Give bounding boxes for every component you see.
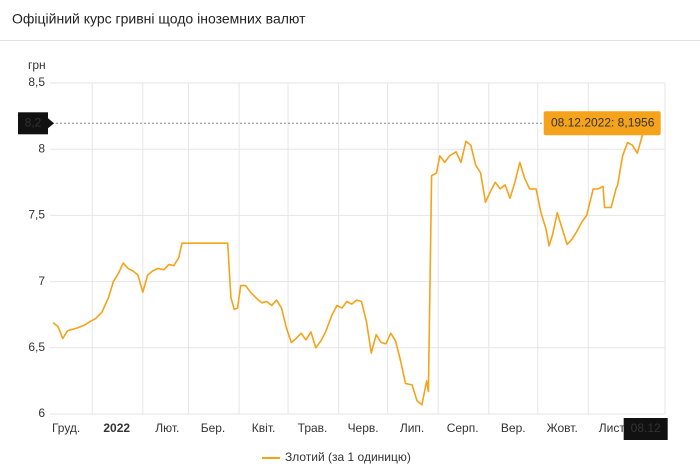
x-tick-label: Вер.	[501, 421, 526, 435]
y-tick-label: 6,5	[28, 340, 45, 354]
crosshair-y-box	[18, 112, 48, 135]
x-tick-label: Квіт.	[252, 421, 276, 435]
crosshair-y-arrow	[48, 118, 54, 129]
x-tick-label: Жовт.	[547, 421, 578, 435]
y-tick-label: 7,5	[28, 208, 45, 222]
crosshair-x-box	[623, 418, 668, 440]
x-tick-label: Трав.	[298, 421, 328, 435]
crosshair-x-label: 08.12	[631, 421, 661, 435]
header	[0, 0, 700, 40]
y-tick-label: 8	[38, 141, 45, 155]
x-tick-label: Лют.	[155, 421, 179, 435]
x-tick-label: Серп.	[447, 421, 479, 435]
x-tick-label: Бер.	[201, 421, 226, 435]
series-line	[52, 122, 650, 406]
y-tick-label: 6	[38, 406, 45, 420]
tooltip-box	[543, 111, 661, 136]
crosshair-y-label: 8,2	[25, 115, 42, 129]
x-tick-label: 2022	[103, 421, 130, 435]
x-tick-label: Лип.	[400, 421, 424, 435]
x-tick-label: Лист.	[599, 421, 627, 435]
x-tick-label: Черв.	[348, 421, 379, 435]
y-axis-label: грн	[28, 58, 46, 72]
tooltip-label: 08.12.2022: 8,1956	[551, 115, 655, 129]
y-tick-label: 8,5	[28, 75, 45, 89]
chart-title: Офіційний курс гривні щодо іноземних вал…	[12, 11, 306, 27]
x-tick-label: Груд.	[52, 421, 80, 435]
legend-label: Злотий (за 1 одиницю)	[285, 450, 411, 464]
y-tick-label: 7	[38, 274, 45, 288]
